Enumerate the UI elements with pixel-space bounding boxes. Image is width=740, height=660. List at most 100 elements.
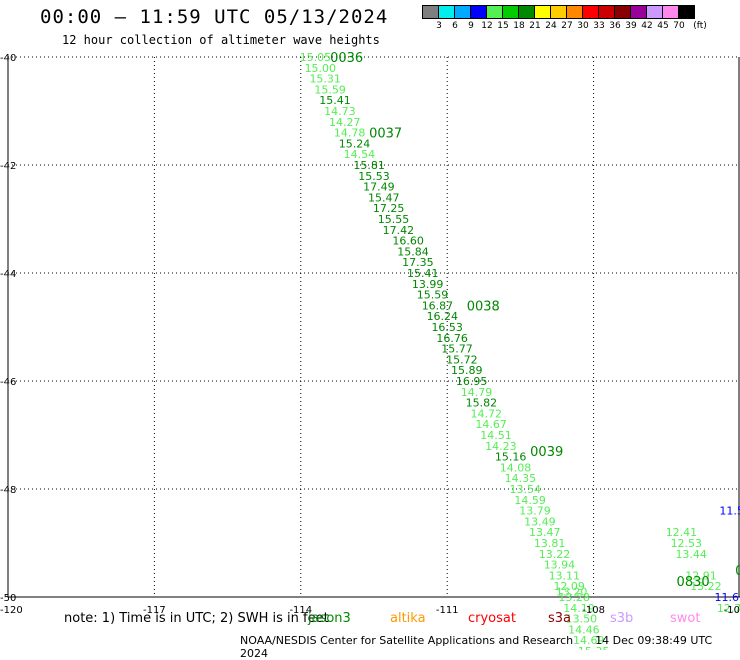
legend-labels: 3 6 9 12 15 18 21 24 27 30 33 36 39 42 45 70 (ft) <box>422 19 707 31</box>
wave-height-point: 14.59 <box>514 494 546 507</box>
wave-height-point: 14.72 <box>470 407 502 420</box>
lon-tick-label: -117 <box>143 605 166 616</box>
wave-height-point: 15.55 <box>378 213 410 226</box>
satellite-label: s3b <box>610 611 634 626</box>
wave-height-point: 12.53 <box>671 537 703 550</box>
legend-label: 24 <box>545 21 557 31</box>
wave-height-point: 13.79 <box>519 505 551 518</box>
legend-label: 30 <box>577 21 589 31</box>
wave-height-point: 13.22 <box>539 548 571 561</box>
satellite-label: s3a <box>548 611 572 626</box>
legend-label: 70 <box>673 21 685 31</box>
wave-height-point: 14.51 <box>480 429 512 442</box>
wave-height-point: 15.24 <box>339 137 371 150</box>
wave-height-point: 15.35 <box>578 645 610 650</box>
wave-height-point: 14.79 <box>461 386 493 399</box>
page-title: 00:00 — 11:59 UTC 05/13/2024 <box>40 6 389 28</box>
wave-height-point: 13.94 <box>544 559 576 572</box>
axis-labels: -117 -114 -111 -108 -42 -44 -46 -48 -40 -50-120 -1… <box>0 53 740 616</box>
pass-time-label: 0830 <box>677 575 710 590</box>
wave-height-point: 13.28 <box>558 591 590 604</box>
satellite-label: altika <box>390 611 426 626</box>
wave-height-point: 15.89 <box>451 364 483 377</box>
wave-height-point: 15.77 <box>441 343 473 356</box>
legend-label: 33 <box>593 21 605 31</box>
wave-height-point: 12.71 <box>717 602 740 615</box>
wave-height-point: 16.87 <box>422 299 454 312</box>
legend-label: 27 <box>561 21 573 31</box>
wave-height-point: 15.41 <box>319 94 351 107</box>
wave-height-point: 13.47 <box>529 526 561 539</box>
wave-height-point: 14.27 <box>329 116 361 129</box>
wave-height-point: 14.54 <box>344 148 376 161</box>
legend-label: 45 <box>657 21 669 31</box>
wave-height-point: 16.60 <box>392 235 424 248</box>
wave-height-point: 12.09 <box>553 580 585 593</box>
wave-height-point: 15.59 <box>314 83 346 96</box>
legend-label: 9 <box>468 21 474 31</box>
pass-time-label: 0037 <box>369 127 402 142</box>
pass-time-labels: 0036 0037 0038 0039 0830 00 <box>330 51 740 590</box>
wave-height-point: 15.72 <box>446 353 478 366</box>
wave-height-point: 15.47 <box>368 191 400 204</box>
wave-height-point: 15.05 <box>300 51 332 64</box>
wave-height-point: 16.95 <box>456 375 488 388</box>
satellite-label: swot <box>670 611 701 626</box>
wave-height-point: 14.08 <box>500 461 532 474</box>
wave-height-point: 13.11 <box>549 569 581 582</box>
legend-swatches <box>422 5 695 19</box>
lon-tick-label: -111 <box>436 605 459 616</box>
lon-tick-label-right: -10 <box>724 605 740 616</box>
lat-tick-label-bottom: -50 <box>0 593 16 604</box>
lat-tick-label: -48 <box>0 485 16 496</box>
wave-height-point: 16.76 <box>436 332 468 345</box>
credit-source: NOAA/NESDIS Center for Satellite Applica… <box>240 634 574 647</box>
wave-height-point: 16.53 <box>431 321 463 334</box>
lat-tick-label: -42 <box>0 161 16 172</box>
wave-height-point: 13.20 <box>556 586 588 599</box>
wave-height-point: 14.67 <box>475 418 507 431</box>
wave-height-point: 14.78 <box>334 127 366 140</box>
wave-height-point: 13.81 <box>534 537 566 550</box>
wave-height-point: 15.31 <box>309 73 341 86</box>
wave-height-point: 12.41 <box>666 526 698 539</box>
wave-height-point: 14.35 <box>505 472 537 485</box>
wave-height-point: 13.49 <box>524 515 556 528</box>
wave-height-point: 13.50 <box>566 613 598 626</box>
wave-height-point: 17.42 <box>383 224 415 237</box>
wave-height-point: 15.81 <box>353 159 385 172</box>
wave-height-point: 11.65 <box>714 591 740 604</box>
lat-tick-label: -44 <box>0 269 16 280</box>
wave-height-point: 14.46 <box>568 623 600 636</box>
wave-height-point: 15.00 <box>305 62 337 75</box>
lon-tick-label: -108 <box>582 605 605 616</box>
wave-height-point: 13.99 <box>412 278 444 291</box>
lat-tick-label: -46 <box>0 377 16 388</box>
pass-time-label: 0039 <box>530 445 563 460</box>
wave-height-point: 14.73 <box>324 105 356 118</box>
wave-height-legend: 3 6 9 12 15 18 21 24 27 30 33 36 39 42 45 70 (ft) <box>422 5 707 31</box>
lat-tick-label-top: -40 <box>0 53 16 64</box>
wave-height-point: 13.44 <box>675 548 707 561</box>
wave-height-point: 14.23 <box>485 440 517 453</box>
satellite-label: cryosat <box>468 611 516 626</box>
pass-time-label: 0038 <box>467 299 500 314</box>
legend-unit: (ft) <box>693 21 707 31</box>
legend-label: 18 <box>513 21 525 31</box>
wave-height-point: 15.53 <box>358 170 390 183</box>
wave-height-point: 14.69 <box>573 634 605 647</box>
legend-label: 6 <box>452 21 458 31</box>
wave-height-point: 17.49 <box>363 181 395 194</box>
legend-label: 36 <box>609 21 621 31</box>
wave-height-point: 14.19 <box>563 602 595 615</box>
page-subtitle: 12 hour collection of altimeter wave hei… <box>62 33 380 47</box>
legend-label: 3 <box>436 21 442 31</box>
map-grid <box>7 56 740 598</box>
satellite-label: jason3 <box>308 611 351 626</box>
wave-height-point: 15.16 <box>495 451 527 464</box>
wave-height-point: 15.59 <box>417 289 449 302</box>
pass-time-label: 00 <box>735 564 740 579</box>
footnote: note: 1) Time is in UTC; 2) SWH is in fe… <box>64 611 329 626</box>
legend-label: 42 <box>641 21 653 31</box>
